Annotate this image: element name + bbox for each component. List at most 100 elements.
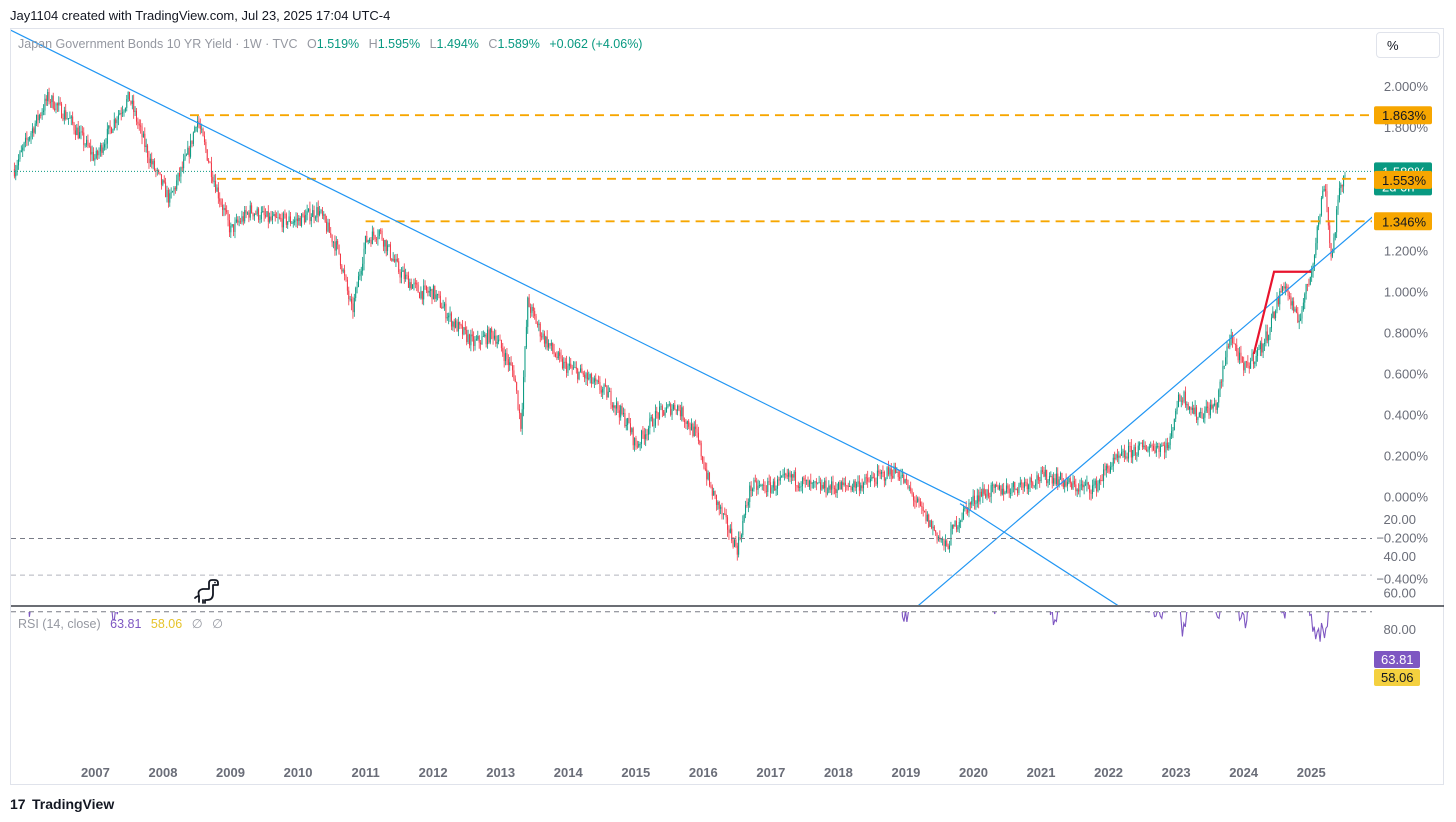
candle-body	[980, 491, 982, 497]
downtrend-upper-line[interactable]	[0, 15, 968, 505]
candle-body	[1080, 484, 1082, 486]
candle-body	[511, 365, 513, 371]
candle-body	[231, 224, 233, 226]
candle-body	[584, 374, 586, 379]
candle-body	[167, 189, 169, 203]
candle-body	[703, 461, 705, 469]
candle-body	[560, 355, 562, 359]
symbol-title[interactable]: Japan Government Bonds 10 YR Yield · 1W …	[18, 37, 298, 51]
candle-body	[1097, 483, 1099, 492]
candle-body	[912, 494, 914, 501]
candle-body	[1039, 480, 1041, 482]
candle-body	[928, 514, 930, 527]
candle-body	[1291, 301, 1293, 306]
tradingview-footer[interactable]: 17 TradingView	[10, 796, 114, 812]
candle-body	[374, 235, 376, 240]
candle-body	[792, 474, 794, 478]
rsi-legend-extra1: ∅	[191, 617, 203, 631]
candle-body	[554, 353, 556, 357]
change-value: +0.062 (+4.06%)	[549, 37, 643, 51]
candle-body	[1172, 430, 1174, 432]
rsi-legend[interactable]: RSI (14, close) 63.81 58.06 ∅ ∅	[18, 616, 223, 631]
candle-body	[134, 110, 136, 112]
candle-body	[61, 103, 63, 118]
candle-body	[252, 212, 254, 217]
rsi-ma-line[interactable]	[28, 530, 1345, 610]
price-tick-label: 0.800%	[1384, 325, 1429, 340]
candle-body	[1316, 226, 1318, 244]
rsi-tick-label: 60.00	[1383, 585, 1416, 600]
candle-body	[534, 310, 536, 317]
candle-body	[95, 150, 97, 159]
candle-body	[955, 520, 957, 530]
candle-body	[29, 137, 31, 140]
candle-body	[1183, 391, 1185, 402]
candle-body	[241, 216, 243, 223]
dinosaur-icon	[194, 579, 219, 604]
candle-body	[854, 481, 856, 488]
candle-body	[400, 271, 402, 278]
candle-body	[166, 189, 168, 198]
candle-body	[1297, 312, 1299, 323]
candle-body	[1065, 480, 1067, 486]
candle-body	[1334, 232, 1336, 238]
candle-body	[1277, 298, 1279, 305]
percent-scale-button[interactable]: %	[1376, 32, 1440, 58]
candle-body	[525, 326, 527, 348]
candle-body	[603, 384, 605, 389]
candle-body	[820, 482, 822, 490]
candle-body	[98, 151, 100, 156]
uptrend-line[interactable]	[913, 200, 1393, 610]
candle-body	[1329, 225, 1331, 244]
candle-body	[407, 275, 409, 288]
candle-body	[222, 204, 224, 210]
candle-body	[120, 113, 122, 114]
candle-body	[190, 140, 192, 157]
candle-body	[448, 315, 450, 318]
candle-body	[59, 102, 61, 104]
candle-body	[563, 361, 565, 369]
candle-body	[345, 275, 347, 280]
rsi-title[interactable]: RSI (14, close)	[18, 617, 101, 631]
candle-body	[499, 339, 501, 341]
candle-body	[141, 126, 143, 138]
candle-body	[462, 325, 464, 335]
open-label: O	[307, 37, 317, 51]
candle-body	[1236, 344, 1238, 352]
candle-body	[1293, 301, 1295, 312]
candle-body	[1008, 488, 1010, 494]
candle-body	[495, 335, 497, 344]
red-triangle[interactable]	[1252, 270, 1312, 355]
candle-body	[972, 495, 974, 502]
candle-body	[234, 221, 236, 232]
candle-body	[416, 282, 418, 285]
candle-body	[642, 430, 644, 435]
candle-body	[376, 239, 378, 240]
candle-body	[1087, 482, 1089, 486]
candle-body	[822, 485, 824, 489]
candle-body	[1042, 470, 1044, 472]
candle-body	[607, 391, 609, 398]
downtrend-lower-line[interactable]	[959, 503, 1125, 611]
candle-body	[1091, 485, 1093, 494]
candle-body	[425, 285, 427, 291]
level-1346-tag-text: 1.346%	[1382, 214, 1427, 229]
candle-body	[1294, 308, 1296, 312]
candle-body	[1018, 484, 1020, 494]
candle-body	[226, 210, 228, 213]
symbol-legend[interactable]: Japan Government Bonds 10 YR Yield · 1W …	[18, 37, 642, 51]
candle-body	[1276, 298, 1278, 311]
rsi-line[interactable]	[28, 505, 1345, 642]
candle-body	[899, 477, 901, 479]
candle-body	[983, 488, 985, 494]
candle-body	[835, 488, 837, 494]
candle-body	[783, 473, 785, 475]
candle-body	[369, 239, 371, 241]
candle-body	[159, 172, 161, 175]
candle-body	[663, 410, 665, 416]
candle-body	[1198, 412, 1200, 418]
candle-body	[1176, 406, 1178, 412]
candle-body	[1043, 471, 1045, 477]
candle-body	[774, 481, 776, 491]
